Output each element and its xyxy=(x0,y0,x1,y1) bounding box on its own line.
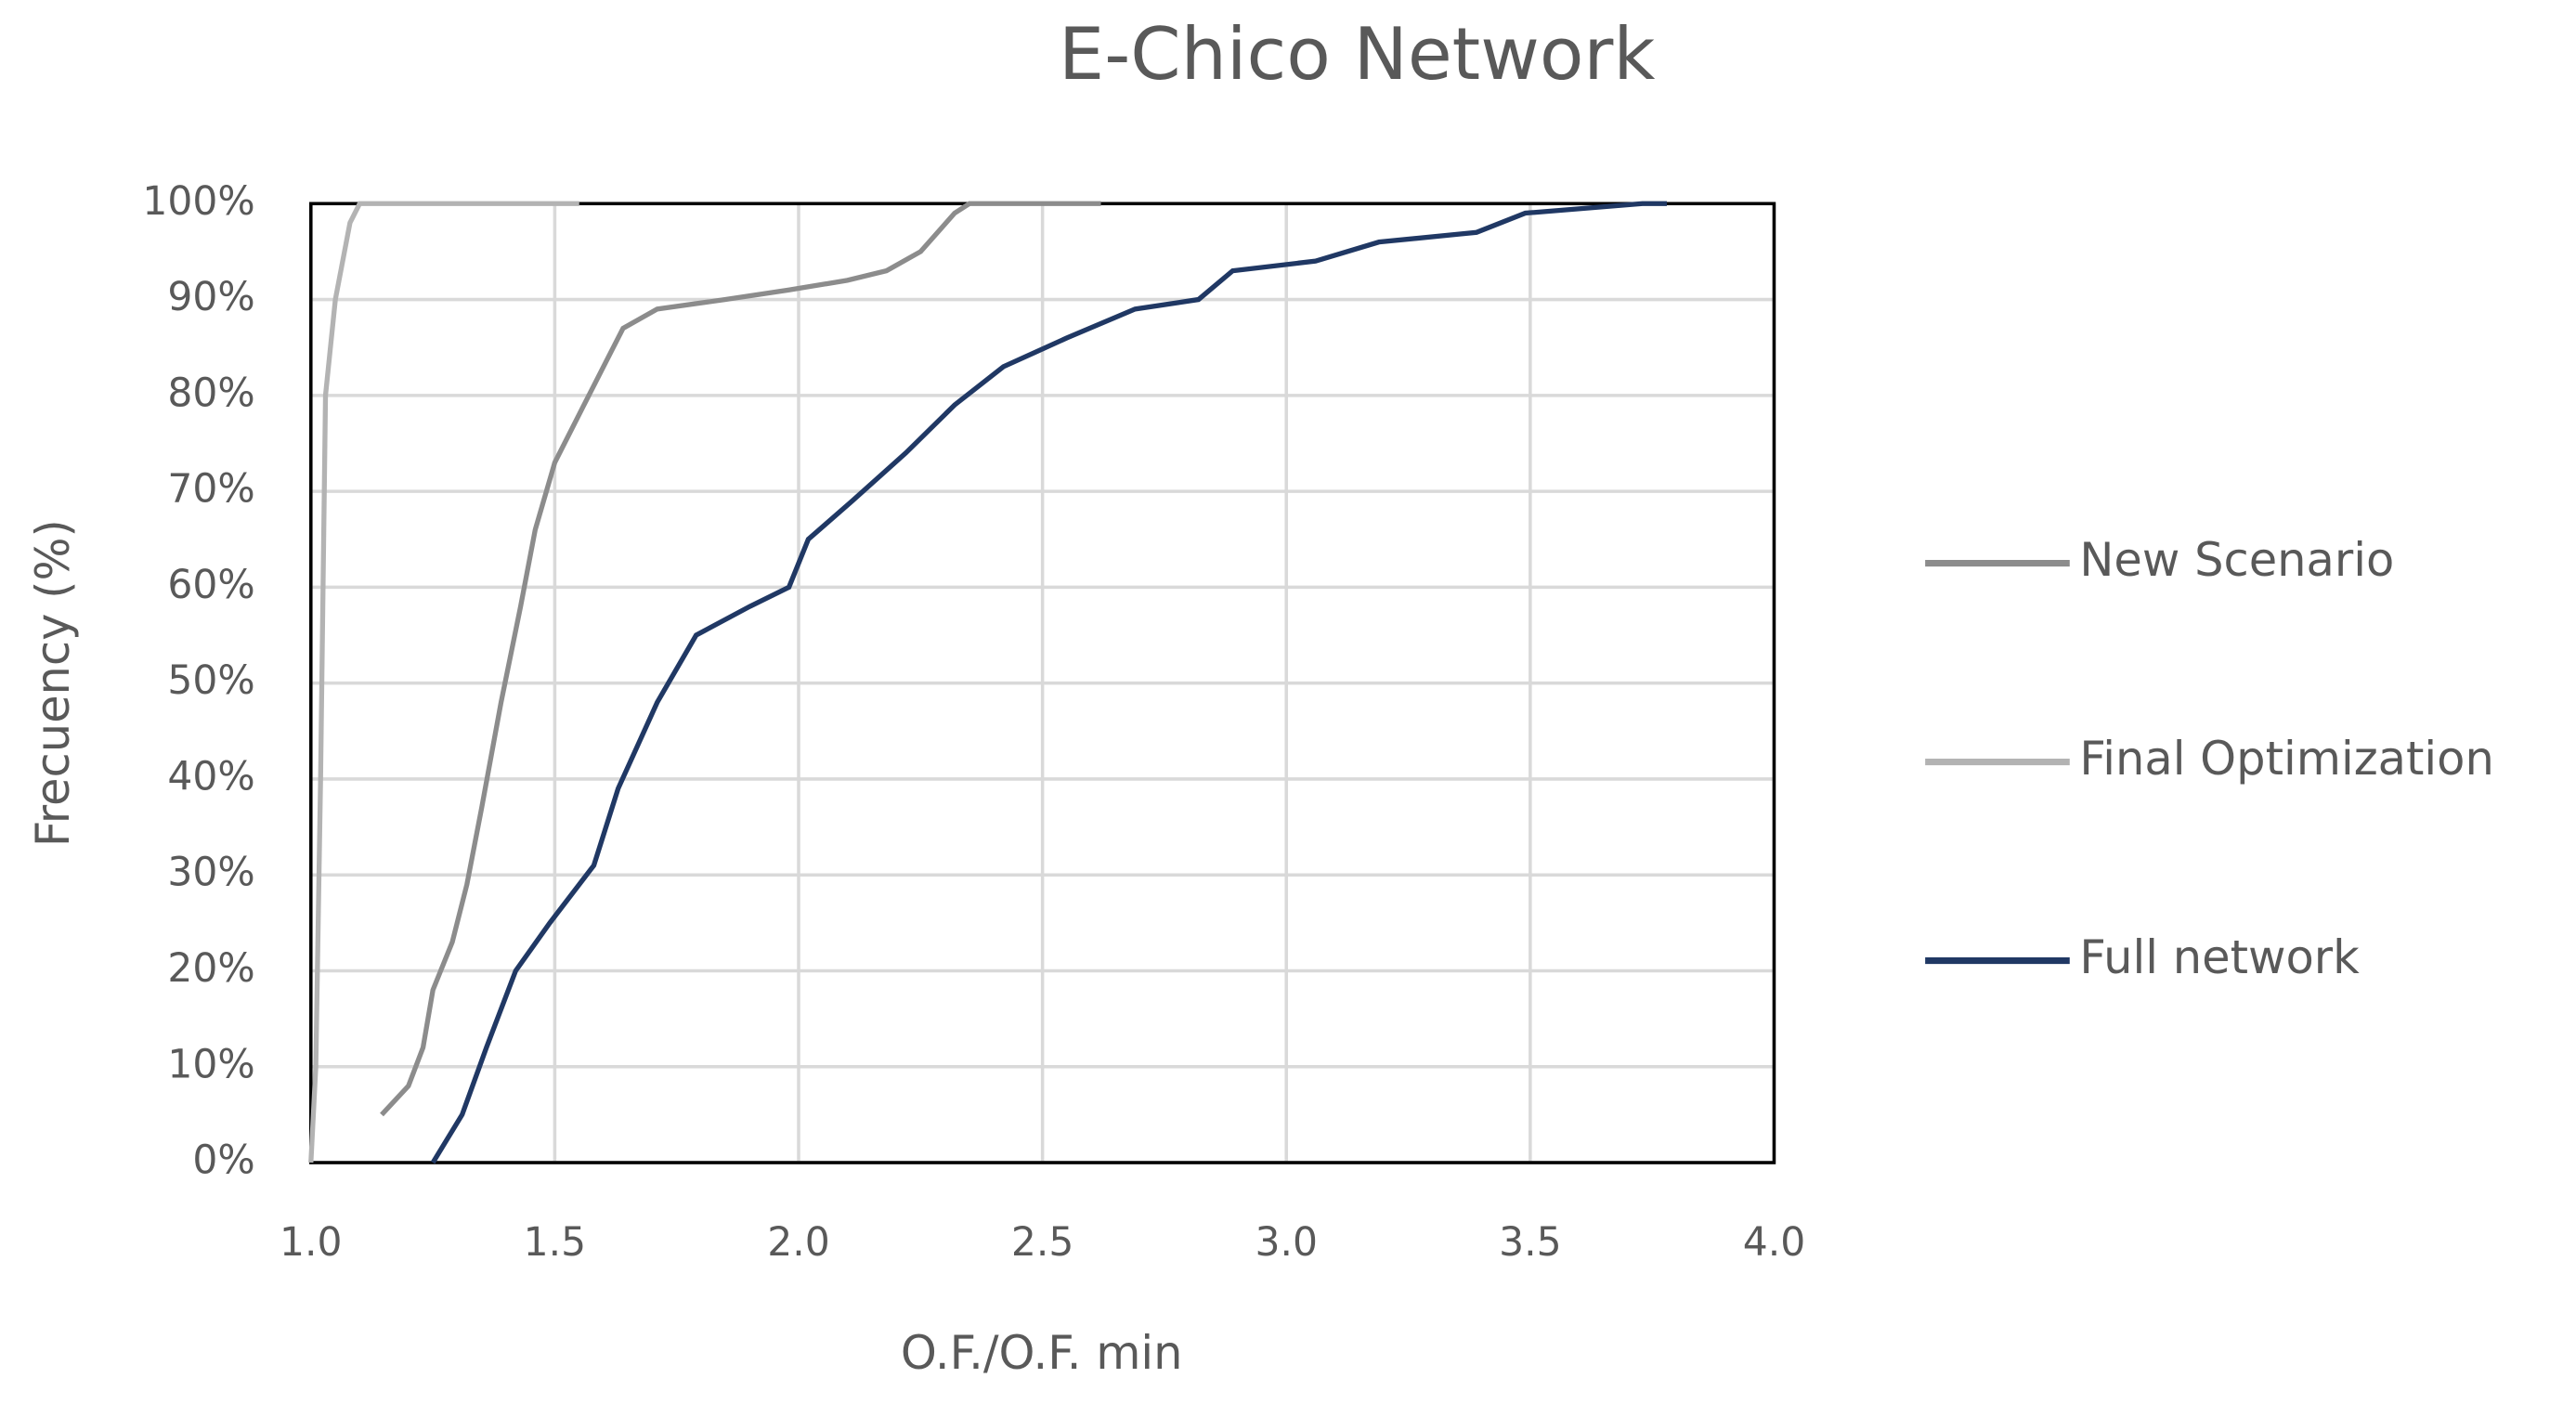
x-tick-label: 2.5 xyxy=(1011,1220,1074,1266)
x-tick-label: 1.0 xyxy=(280,1220,343,1266)
y-tick-label: 30% xyxy=(167,851,254,896)
y-tick-label: 60% xyxy=(167,563,254,608)
y-tick-label: 90% xyxy=(167,275,254,320)
x-tick-label: 3.5 xyxy=(1499,1220,1562,1266)
y-tick-label: 100% xyxy=(142,179,254,225)
y-tick-label: 50% xyxy=(167,658,254,704)
x-tick-label: 2.0 xyxy=(767,1220,830,1266)
x-tick-label: 3.0 xyxy=(1255,1220,1317,1266)
y-tick-label: 20% xyxy=(167,946,254,992)
data-line xyxy=(380,201,1101,1117)
y-tick-label: 0% xyxy=(192,1138,254,1184)
data-line xyxy=(308,201,579,1164)
y-tick-label: 40% xyxy=(167,754,254,800)
y-axis-label: Frecuency (%) xyxy=(26,519,80,847)
legend-label: New Scenario xyxy=(2079,533,2394,587)
x-tick-label: 4.0 xyxy=(1743,1220,1806,1266)
y-tick-label: 80% xyxy=(167,370,254,416)
legend-label: Final Optimization xyxy=(2079,732,2493,786)
y-tick-label: 10% xyxy=(167,1042,254,1087)
x-axis-label: O.F./O.F. min xyxy=(901,1326,1183,1380)
legend-label: Full network xyxy=(2079,930,2360,984)
data-line xyxy=(430,201,1667,1164)
chart-title: E-Chico Network xyxy=(1059,13,1655,97)
y-tick-label: 70% xyxy=(167,467,254,513)
x-tick-label: 1.5 xyxy=(524,1220,587,1266)
